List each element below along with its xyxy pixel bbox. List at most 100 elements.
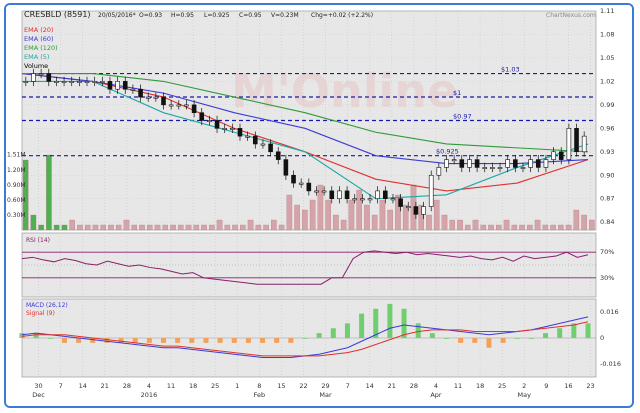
volume-bar bbox=[92, 224, 99, 231]
candle-body bbox=[574, 128, 579, 153]
level-label: $0.97 bbox=[453, 113, 472, 121]
volume-bar bbox=[581, 214, 587, 231]
candle-body bbox=[337, 190, 342, 200]
candle-body bbox=[383, 190, 388, 200]
macd-histogram-bar bbox=[203, 338, 209, 343]
close-value: C=0.95 bbox=[239, 12, 262, 19]
macd-histogram-bar bbox=[189, 338, 195, 343]
candle-body bbox=[482, 167, 488, 169]
candle-body bbox=[306, 182, 312, 192]
macd-histogram-bar bbox=[458, 338, 464, 343]
legend-entry: Volume bbox=[24, 62, 48, 70]
candle-body bbox=[558, 151, 564, 160]
macd-histogram-bar bbox=[330, 328, 336, 338]
candle-body bbox=[84, 81, 90, 83]
candle-body bbox=[497, 167, 503, 169]
macd-histogram-bar bbox=[118, 338, 124, 343]
volume-bar bbox=[480, 224, 487, 231]
x-tick-label: 9 bbox=[544, 382, 548, 390]
macd-histogram-bar bbox=[316, 333, 322, 338]
macd-tick-label: -0.016 bbox=[600, 360, 621, 368]
signal-polyline bbox=[21, 321, 589, 357]
high-value: H=0.95 bbox=[171, 12, 194, 19]
candle-body bbox=[360, 198, 365, 201]
x-tick-label: 28 bbox=[410, 382, 418, 390]
macd-histogram-bar bbox=[161, 338, 166, 343]
volume-bar bbox=[154, 224, 161, 231]
candle-body bbox=[321, 190, 327, 193]
volume-bar bbox=[232, 224, 238, 231]
volume-bar bbox=[364, 204, 370, 231]
macd-histogram-bar bbox=[585, 323, 591, 338]
candle-body bbox=[145, 96, 151, 99]
month-label: 2016 bbox=[141, 391, 158, 399]
volume-bar bbox=[201, 224, 207, 231]
volume-bar bbox=[22, 159, 29, 231]
rsi-line bbox=[21, 250, 596, 285]
ema-line-3 bbox=[22, 80, 589, 200]
macd-tick-label: 0.016 bbox=[600, 308, 619, 316]
candle-body bbox=[46, 73, 52, 82]
price-tick-label: 0.87 bbox=[600, 195, 614, 203]
volume-bar bbox=[30, 214, 37, 231]
price-tick-label: 0.84 bbox=[600, 218, 614, 226]
date: 20/05/2016* bbox=[98, 12, 136, 19]
macd-histogram-bar bbox=[61, 338, 67, 343]
volume-bar bbox=[371, 214, 378, 231]
candle-body bbox=[184, 104, 189, 107]
volume-bar bbox=[240, 224, 246, 231]
candle-body bbox=[459, 159, 465, 168]
volume-bar bbox=[542, 224, 549, 231]
level-label: $1.03 bbox=[501, 66, 520, 74]
macd-histogram-bar bbox=[528, 338, 534, 339]
candle-body bbox=[520, 167, 526, 169]
candle-body bbox=[191, 104, 197, 113]
candle-body bbox=[100, 81, 105, 83]
macd-tick-label: 0 bbox=[600, 334, 604, 342]
macd-histogram-bar bbox=[231, 338, 237, 343]
price-tick-label: 1.05 bbox=[600, 54, 614, 62]
volume-bar bbox=[146, 224, 153, 231]
macd-histogram-bar bbox=[543, 333, 549, 338]
volume-bar bbox=[464, 224, 471, 231]
macd-histogram-bar bbox=[514, 338, 520, 339]
macd-histogram-bar bbox=[175, 338, 181, 343]
candle-body bbox=[298, 182, 304, 185]
candle-body bbox=[38, 73, 44, 76]
volume-tick-label: 0.60M bbox=[7, 197, 26, 204]
volume-bar bbox=[534, 219, 541, 231]
volume-bar bbox=[317, 184, 324, 231]
open-value: O=0.93 bbox=[139, 12, 162, 19]
rsi-level-label: 70% bbox=[600, 248, 614, 256]
volume-tick-label: 1.20M bbox=[7, 167, 26, 174]
volume-bar bbox=[503, 219, 510, 231]
candle-body bbox=[436, 167, 442, 176]
x-tick-label: 23 bbox=[586, 382, 594, 390]
price-tick-label: 1.11 bbox=[600, 7, 614, 15]
legend-entry: EMA (120) bbox=[24, 44, 58, 52]
candle-body bbox=[31, 73, 36, 82]
volume-bar bbox=[565, 224, 572, 231]
candle-body bbox=[214, 120, 220, 129]
candle-body bbox=[528, 159, 533, 168]
volume-bar bbox=[100, 224, 106, 231]
candle-body bbox=[474, 159, 480, 168]
volume-bar bbox=[340, 219, 347, 231]
macd-lines bbox=[19, 303, 596, 358]
month-label: May bbox=[518, 391, 532, 399]
candle-body bbox=[551, 151, 556, 160]
volume-bar bbox=[294, 204, 300, 231]
candle-body bbox=[535, 159, 541, 168]
volume-bars bbox=[22, 154, 595, 231]
ema-line-2 bbox=[22, 73, 589, 153]
volume-bar bbox=[441, 214, 448, 231]
x-tick-label: 21 bbox=[101, 382, 109, 390]
legend-entry: EMA (5) bbox=[24, 53, 49, 61]
macd-histogram-bar bbox=[486, 338, 492, 348]
month-label: Dec bbox=[32, 391, 45, 399]
candle-body bbox=[245, 135, 250, 138]
legend: EMA (20)EMA (60)EMA (120)EMA (5)Volume bbox=[24, 26, 58, 70]
macd-histogram-bar bbox=[444, 338, 449, 339]
x-tick-label: 25 bbox=[498, 382, 506, 390]
candle-body bbox=[505, 159, 510, 168]
